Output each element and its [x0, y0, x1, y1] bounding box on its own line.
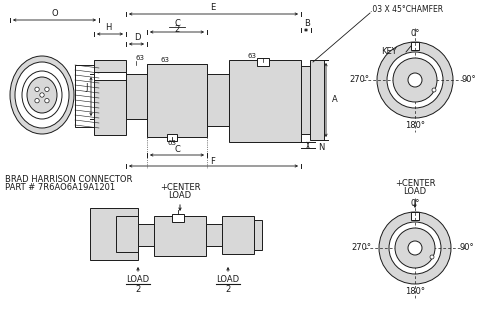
Bar	[254, 220, 262, 250]
Bar	[172, 214, 184, 222]
Circle shape	[377, 42, 453, 118]
Ellipse shape	[10, 56, 74, 134]
Text: F: F	[210, 158, 215, 166]
Text: 63: 63	[160, 57, 169, 63]
Bar	[147, 64, 207, 137]
Circle shape	[389, 222, 441, 274]
Bar	[207, 74, 229, 126]
Text: LOAD: LOAD	[168, 192, 192, 201]
Text: PART # 7R6AO6A19A1201: PART # 7R6AO6A19A1201	[5, 183, 115, 193]
Bar	[257, 58, 269, 66]
Text: 90°: 90°	[459, 244, 474, 253]
Circle shape	[408, 241, 422, 255]
Bar	[90, 208, 138, 260]
Circle shape	[45, 87, 49, 91]
Ellipse shape	[22, 71, 62, 119]
Text: H: H	[105, 24, 111, 33]
Circle shape	[408, 73, 422, 87]
Text: J: J	[86, 84, 88, 92]
Bar	[138, 224, 154, 246]
Text: +CENTER: +CENTER	[160, 183, 200, 193]
Circle shape	[395, 228, 435, 268]
Text: 0°: 0°	[410, 29, 420, 38]
Bar	[167, 134, 177, 141]
Text: 180°: 180°	[405, 121, 425, 130]
Text: .03 X 45°CHAMFER: .03 X 45°CHAMFER	[370, 5, 443, 15]
Circle shape	[379, 212, 451, 284]
Text: 180°: 180°	[405, 287, 425, 297]
Ellipse shape	[15, 62, 69, 128]
Ellipse shape	[27, 77, 57, 113]
Text: D: D	[134, 34, 140, 43]
Text: 63: 63	[167, 140, 177, 146]
Text: E: E	[210, 4, 216, 13]
Bar	[411, 212, 419, 220]
Circle shape	[45, 99, 49, 103]
Text: 63: 63	[136, 55, 145, 61]
Text: B: B	[304, 19, 310, 28]
Text: A: A	[332, 96, 338, 105]
Text: O: O	[51, 9, 58, 18]
Text: 63: 63	[248, 53, 256, 59]
Text: LOAD: LOAD	[126, 276, 149, 285]
Text: +CENTER: +CENTER	[395, 180, 435, 189]
Circle shape	[35, 87, 39, 91]
Bar	[75, 65, 99, 127]
Text: N: N	[318, 143, 324, 152]
Text: KEY: KEY	[381, 47, 397, 57]
Bar	[94, 60, 126, 135]
Bar	[301, 66, 311, 134]
Text: 2: 2	[174, 26, 180, 35]
Bar	[126, 74, 148, 119]
Text: 0°: 0°	[410, 200, 420, 209]
Bar	[222, 216, 254, 254]
Text: 270°: 270°	[351, 244, 371, 253]
Text: LOAD: LOAD	[216, 276, 240, 285]
Circle shape	[432, 88, 436, 92]
Text: 270°: 270°	[349, 76, 369, 85]
Text: C: C	[174, 145, 180, 154]
Circle shape	[430, 255, 434, 259]
Bar	[116, 216, 138, 252]
Text: LOAD: LOAD	[403, 187, 427, 196]
Text: 90°: 90°	[461, 76, 476, 85]
Text: 2: 2	[135, 286, 141, 295]
Bar	[94, 72, 126, 80]
Circle shape	[393, 58, 437, 102]
Circle shape	[40, 93, 44, 97]
Circle shape	[35, 99, 39, 103]
Bar	[154, 216, 206, 256]
Bar	[206, 224, 222, 246]
Bar	[229, 60, 301, 142]
Bar	[411, 42, 419, 50]
Circle shape	[387, 52, 443, 108]
Bar	[310, 60, 324, 140]
Text: C: C	[174, 19, 180, 28]
Text: BRAD HARRISON CONNECTOR: BRAD HARRISON CONNECTOR	[5, 175, 132, 184]
Text: 2: 2	[225, 286, 231, 295]
